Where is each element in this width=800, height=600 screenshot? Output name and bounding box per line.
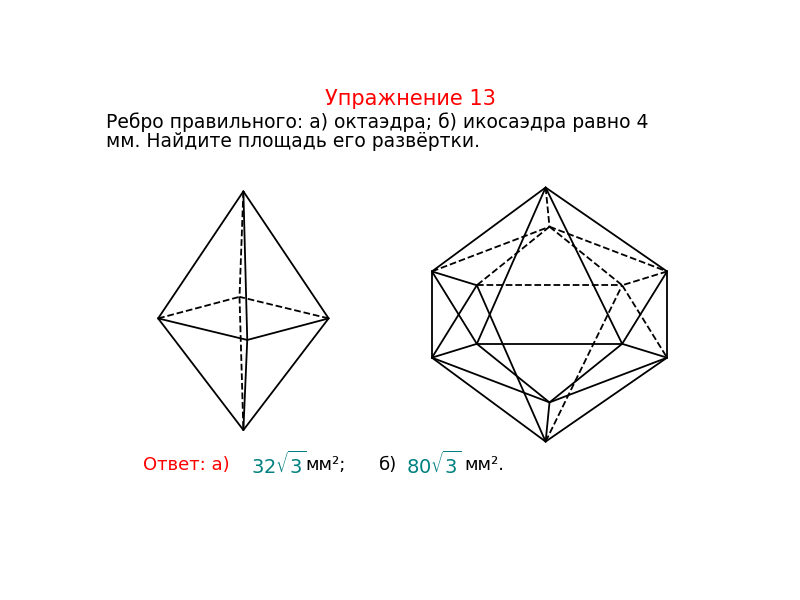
Text: Ребро правильного: а) октаэдра; б) икосаэдра равно 4: Ребро правильного: а) октаэдра; б) икоса… <box>106 112 649 132</box>
Text: мм².: мм². <box>464 456 504 474</box>
Text: Упражнение 13: Упражнение 13 <box>325 89 495 109</box>
Text: мм. Найдите площадь его развёртки.: мм. Найдите площадь его развёртки. <box>106 132 480 151</box>
Text: $32\sqrt{3}$: $32\sqrt{3}$ <box>251 451 306 478</box>
Text: Ответ: а): Ответ: а) <box>142 456 230 474</box>
Text: $80\sqrt{3}$: $80\sqrt{3}$ <box>406 451 462 478</box>
Text: мм²;: мм²; <box>306 456 346 474</box>
Text: б): б) <box>379 456 398 474</box>
